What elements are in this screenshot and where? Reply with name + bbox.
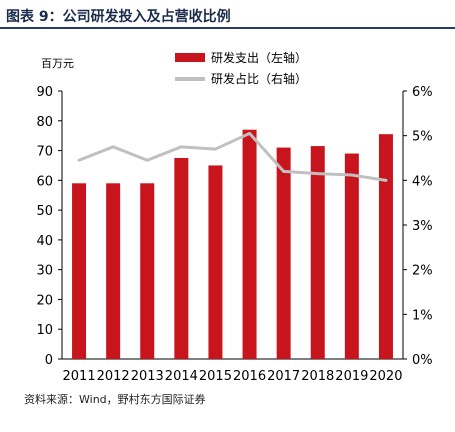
bar [174, 158, 189, 359]
bar [242, 129, 257, 359]
line-point [77, 158, 81, 162]
left-axis-tick-label: 10 [36, 323, 53, 338]
line-point [179, 145, 183, 149]
bar-series [72, 129, 393, 359]
line-series [77, 131, 388, 182]
right-axis-tick-label: 0% [412, 353, 433, 368]
line-point [111, 145, 115, 149]
source-note: 资料来源：Wind，野村东方国际证券 [24, 393, 206, 406]
right-axis-tick-label: 4% [412, 174, 433, 189]
line-point [213, 147, 217, 151]
bar [310, 146, 325, 359]
left-axis-tick-label: 90 [36, 85, 53, 100]
line-point [384, 178, 388, 182]
x-axis-tick-label: 2020 [369, 369, 402, 384]
x-axis-tick-label: 2013 [131, 369, 164, 384]
bar [72, 183, 87, 359]
bar [106, 183, 121, 359]
line-point [350, 173, 354, 177]
line-point [248, 131, 252, 135]
left-axis-tick-label: 40 [36, 234, 53, 249]
x-axis-tick-label: 2019 [335, 369, 368, 384]
legend-bar-label: 研发支出（左轴） [211, 50, 307, 65]
x-axis-tick-label: 2012 [97, 369, 130, 384]
right-axis-tick-label: 3% [412, 219, 433, 234]
x-axis-tick-label: 2015 [199, 369, 232, 384]
left-axis-tick-label: 0 [45, 353, 53, 368]
x-axis-tick-label: 2014 [165, 369, 198, 384]
legend-line-label: 研发占比（右轴） [211, 71, 307, 86]
left-axis-tick-label: 30 [36, 264, 53, 279]
x-axis-tick-label: 2017 [267, 369, 300, 384]
x-axis-tick-label: 2011 [63, 369, 96, 384]
left-axis-tick-label: 70 [36, 145, 53, 160]
line-series-path [78, 131, 387, 182]
legend: 研发支出（左轴） 研发占比（右轴） [175, 50, 307, 86]
x-axis-tick-label: 2018 [301, 369, 334, 384]
bar [208, 165, 223, 359]
bar [378, 134, 393, 359]
line-point [145, 158, 149, 162]
line-point [282, 169, 286, 173]
right-axis-tick-label: 5% [412, 130, 433, 145]
left-axis-tick-label: 20 [36, 293, 53, 308]
right-axis-tick-label: 6% [412, 85, 433, 100]
line-point [316, 172, 320, 176]
left-axis-tick-label: 50 [36, 204, 53, 219]
left-axis-tick-label: 80 [36, 115, 53, 130]
right-axis-tick-label: 2% [412, 264, 433, 279]
title-divider [0, 27, 455, 29]
right-axis-tick-label: 1% [412, 308, 433, 323]
legend-bar-swatch [175, 53, 205, 62]
left-axis-tick-label: 60 [36, 174, 53, 189]
bar [344, 153, 359, 359]
x-axis-tick-label: 2016 [233, 369, 266, 384]
figure-title: 图表 9：公司研发投入及占营收比例 [6, 9, 231, 25]
bar [276, 147, 291, 359]
left-axis-unit-label: 百万元 [41, 57, 74, 70]
bar [140, 183, 155, 359]
